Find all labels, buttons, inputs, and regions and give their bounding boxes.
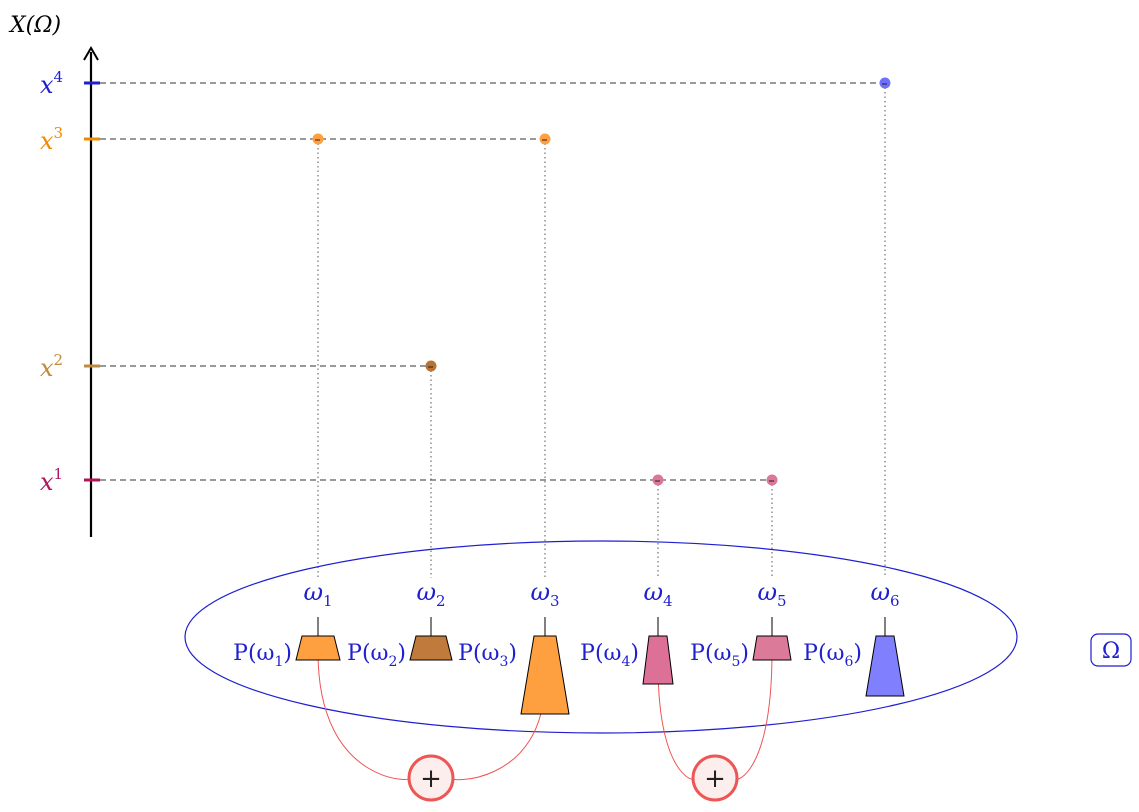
sum-node-1 — [407, 754, 455, 802]
prob-block-omega-6 — [865, 635, 905, 697]
point-omega-2 — [425, 360, 437, 372]
prob-block-omega-4 — [642, 635, 674, 685]
prob-block-omega-1 — [295, 635, 341, 661]
omega-label-1: ω1 — [303, 578, 332, 610]
prob-block-omega-3 — [520, 635, 570, 715]
point-omega-4 — [652, 474, 664, 486]
prob-label-omega-3: P(ω3) — [458, 641, 517, 670]
sum-arc-2-omega-5 — [735, 651, 773, 780]
prob-label-omega-1: P(ω1) — [233, 641, 292, 670]
point-omega-1 — [312, 133, 324, 145]
outcomes: ω1 P(ω1) ω2 P(ω2) ω3 P(ω3) ω4 P(ω4) ω5 P(ω5) ω6 P(ω… — [233, 578, 905, 715]
omega-label-2: ω2 — [416, 578, 445, 610]
value-axis — [83, 46, 99, 537]
omega-label-5: ω5 — [757, 578, 786, 610]
prob-label-omega-4: P(ω4) — [580, 641, 639, 670]
sum-symbol-1: + — [420, 764, 442, 794]
sum-nodes: + + — [407, 754, 739, 802]
point-omega-3 — [539, 133, 551, 145]
level-label-x4: x4 — [40, 68, 63, 99]
omega-label-6: ω6 — [870, 578, 899, 610]
axis-label: X(Ω) — [8, 13, 61, 38]
prob-block-omega-5 — [752, 635, 792, 661]
value-points — [312, 77, 891, 486]
omega-label-3: ω3 — [530, 578, 559, 610]
prob-label-omega-2: P(ω2) — [347, 641, 406, 670]
sample-space-ellipse — [184, 540, 1018, 734]
omega-label-4: ω4 — [643, 578, 672, 610]
level-label-x2: x2 — [40, 351, 63, 382]
level-label-x3: x3 — [40, 124, 63, 155]
prob-label-omega-5: P(ω5) — [690, 641, 749, 670]
omega-box-label: Ω — [1102, 639, 1120, 664]
point-omega-6 — [879, 77, 891, 89]
level-label-x1: x1 — [40, 465, 63, 496]
sum-node-2 — [691, 754, 739, 802]
axis-levels: x1 x2 x3 x4 — [40, 68, 100, 496]
connectors — [100, 82, 886, 578]
point-omega-5 — [766, 474, 778, 486]
omega-box: Ω — [1090, 633, 1132, 667]
prob-label-omega-6: P(ω6) — [803, 641, 862, 670]
sum-symbol-2: + — [704, 764, 726, 794]
prob-block-omega-2 — [409, 635, 453, 661]
